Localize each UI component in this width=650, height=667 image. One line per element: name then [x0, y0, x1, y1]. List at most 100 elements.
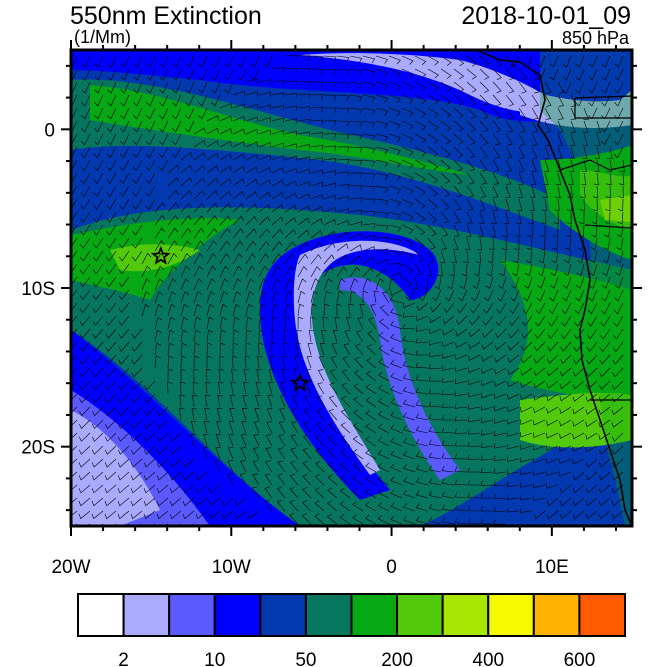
wind-barb	[310, 169, 323, 175]
wind-barb	[258, 303, 266, 317]
wind-barb	[556, 146, 563, 159]
wind-barb	[557, 94, 565, 107]
wind-barb	[547, 354, 559, 364]
wind-barb	[485, 276, 494, 289]
wind-barb	[341, 382, 351, 395]
wind-barb	[375, 224, 389, 231]
wind-barb	[375, 185, 389, 193]
wind-barb	[490, 224, 496, 238]
wind-barb	[157, 419, 169, 430]
wind-barb	[362, 223, 376, 229]
wind-barb	[71, 445, 78, 453]
wind-barb	[131, 354, 143, 365]
wind-barb	[159, 107, 169, 120]
wind-barb	[167, 202, 179, 213]
wind-barb	[349, 290, 356, 304]
wind-barb	[332, 330, 339, 343]
wind-barb	[518, 107, 527, 120]
wind-barb	[519, 494, 533, 501]
wind-barb	[375, 237, 389, 243]
wind-barb	[508, 315, 520, 327]
wind-barb	[71, 380, 78, 388]
wind-barb	[401, 159, 414, 169]
wind-barb	[256, 368, 262, 382]
wind-barb	[585, 445, 598, 453]
wind-barb	[297, 205, 310, 213]
coastline	[475, 50, 632, 526]
wind-barb	[586, 367, 598, 378]
wind-barb	[180, 342, 187, 356]
wind-barb	[604, 224, 611, 238]
wind-barb	[310, 157, 324, 163]
wind-barb	[495, 315, 507, 327]
wind-barb	[239, 473, 247, 486]
wind-barb	[310, 181, 323, 188]
wind-barb	[463, 250, 469, 264]
wind-barb	[80, 224, 91, 236]
wind-barb	[415, 375, 429, 382]
wind-barb	[453, 211, 461, 224]
wind-barb	[284, 180, 297, 187]
wind-barb	[428, 401, 442, 408]
wind-barb	[91, 471, 104, 481]
wind-barb	[206, 303, 215, 317]
wind-barb	[206, 253, 217, 265]
wind-barb	[493, 430, 507, 437]
wind-barb	[245, 240, 257, 252]
wind-barb	[243, 368, 250, 382]
wind-barb	[414, 224, 426, 236]
wind-barb	[145, 159, 156, 172]
wind-barb	[118, 250, 130, 262]
wind-barb	[203, 421, 210, 434]
wind-barb	[310, 194, 323, 200]
wind-barb	[290, 434, 299, 447]
wind-barb	[585, 406, 598, 415]
wind-barb	[340, 448, 351, 460]
wind-barb	[388, 198, 401, 207]
wind-barb	[388, 68, 401, 78]
wind-barb	[271, 130, 284, 136]
wind-barb	[92, 250, 104, 262]
wind-barb	[78, 432, 91, 442]
wind-barb	[479, 120, 489, 133]
wind-barb	[132, 133, 143, 146]
wind-barb	[546, 483, 559, 489]
wind-barb	[250, 55, 260, 68]
wind-barb	[271, 204, 284, 213]
wind-barb	[339, 474, 351, 486]
wind-barb	[454, 403, 468, 409]
wind-barb	[118, 367, 130, 378]
wind-barb	[336, 133, 350, 140]
wind-barb	[167, 189, 179, 200]
wind-barb	[120, 94, 130, 107]
wind-barb	[548, 302, 559, 315]
wind-barb	[118, 354, 130, 365]
wind-barb	[245, 228, 257, 239]
wind-barb	[258, 154, 271, 161]
wind-barb	[182, 458, 195, 468]
wind-barb	[323, 242, 336, 252]
wind-barb	[234, 497, 247, 507]
wind-barb	[611, 497, 624, 507]
wind-barb	[271, 303, 279, 317]
wind-barb	[403, 425, 416, 434]
wind-barb	[297, 253, 309, 265]
wind-barb	[92, 276, 104, 288]
wind-barb	[92, 289, 104, 301]
wind-barb	[219, 165, 232, 174]
wind-barb	[232, 103, 245, 109]
wind-barb	[297, 316, 304, 330]
wind-barb	[232, 291, 241, 304]
wind-barb	[532, 495, 546, 501]
wind-barb	[403, 464, 416, 473]
wind-barb	[258, 79, 272, 85]
wind-barb	[180, 252, 191, 265]
wind-barb	[550, 276, 559, 289]
wind-barb	[588, 81, 598, 94]
wind-barb	[145, 146, 156, 159]
wind-barb	[544, 107, 552, 120]
wind-barb	[377, 397, 390, 408]
wind-barb	[79, 302, 91, 314]
star-marker-icon	[290, 372, 311, 392]
wind-barb	[104, 471, 117, 481]
